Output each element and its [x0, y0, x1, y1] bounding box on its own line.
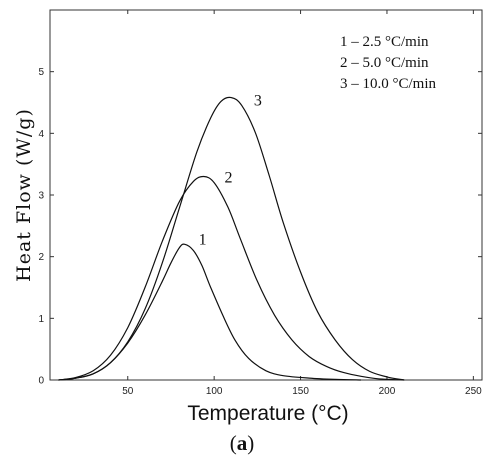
x-tick-label: 100 [206, 386, 223, 397]
curve-label-1: 1 [199, 231, 207, 248]
panel-label-prefix: ( [230, 431, 237, 455]
y-tick-label: 0 [38, 376, 44, 387]
y-tick-label: 1 [38, 314, 44, 325]
x-axis-label: Temperature (°C) [187, 402, 348, 425]
x-tick-label: 150 [292, 386, 309, 397]
y-tick-label: 3 [38, 191, 44, 202]
series-line-3 [58, 96, 405, 381]
panel-label-suffix: ) [247, 431, 254, 455]
legend-entry-1: 1 – 2.5 °C/min [340, 34, 429, 50]
curve-label-3: 3 [254, 93, 262, 110]
legend-entry-3: 3 – 10.0 °C/min [340, 76, 437, 92]
legend-entry-2: 2 – 5.0 °C/min [340, 55, 429, 71]
series-line-1 [58, 243, 362, 381]
panel-label-letter: a [237, 431, 248, 455]
panel-label: (a) [230, 431, 255, 455]
y-tick-label: 5 [38, 67, 44, 78]
y-tick-label: 2 [38, 252, 44, 263]
curve-label-2: 2 [225, 170, 233, 187]
series-line-2 [58, 175, 405, 381]
y-tick-label: 4 [38, 129, 44, 140]
x-tick-label: 50 [122, 386, 134, 397]
y-axis-label: Heat Flow (W/g) [13, 108, 35, 282]
x-tick-label: 200 [379, 386, 396, 397]
x-tick-label: 250 [465, 386, 482, 397]
